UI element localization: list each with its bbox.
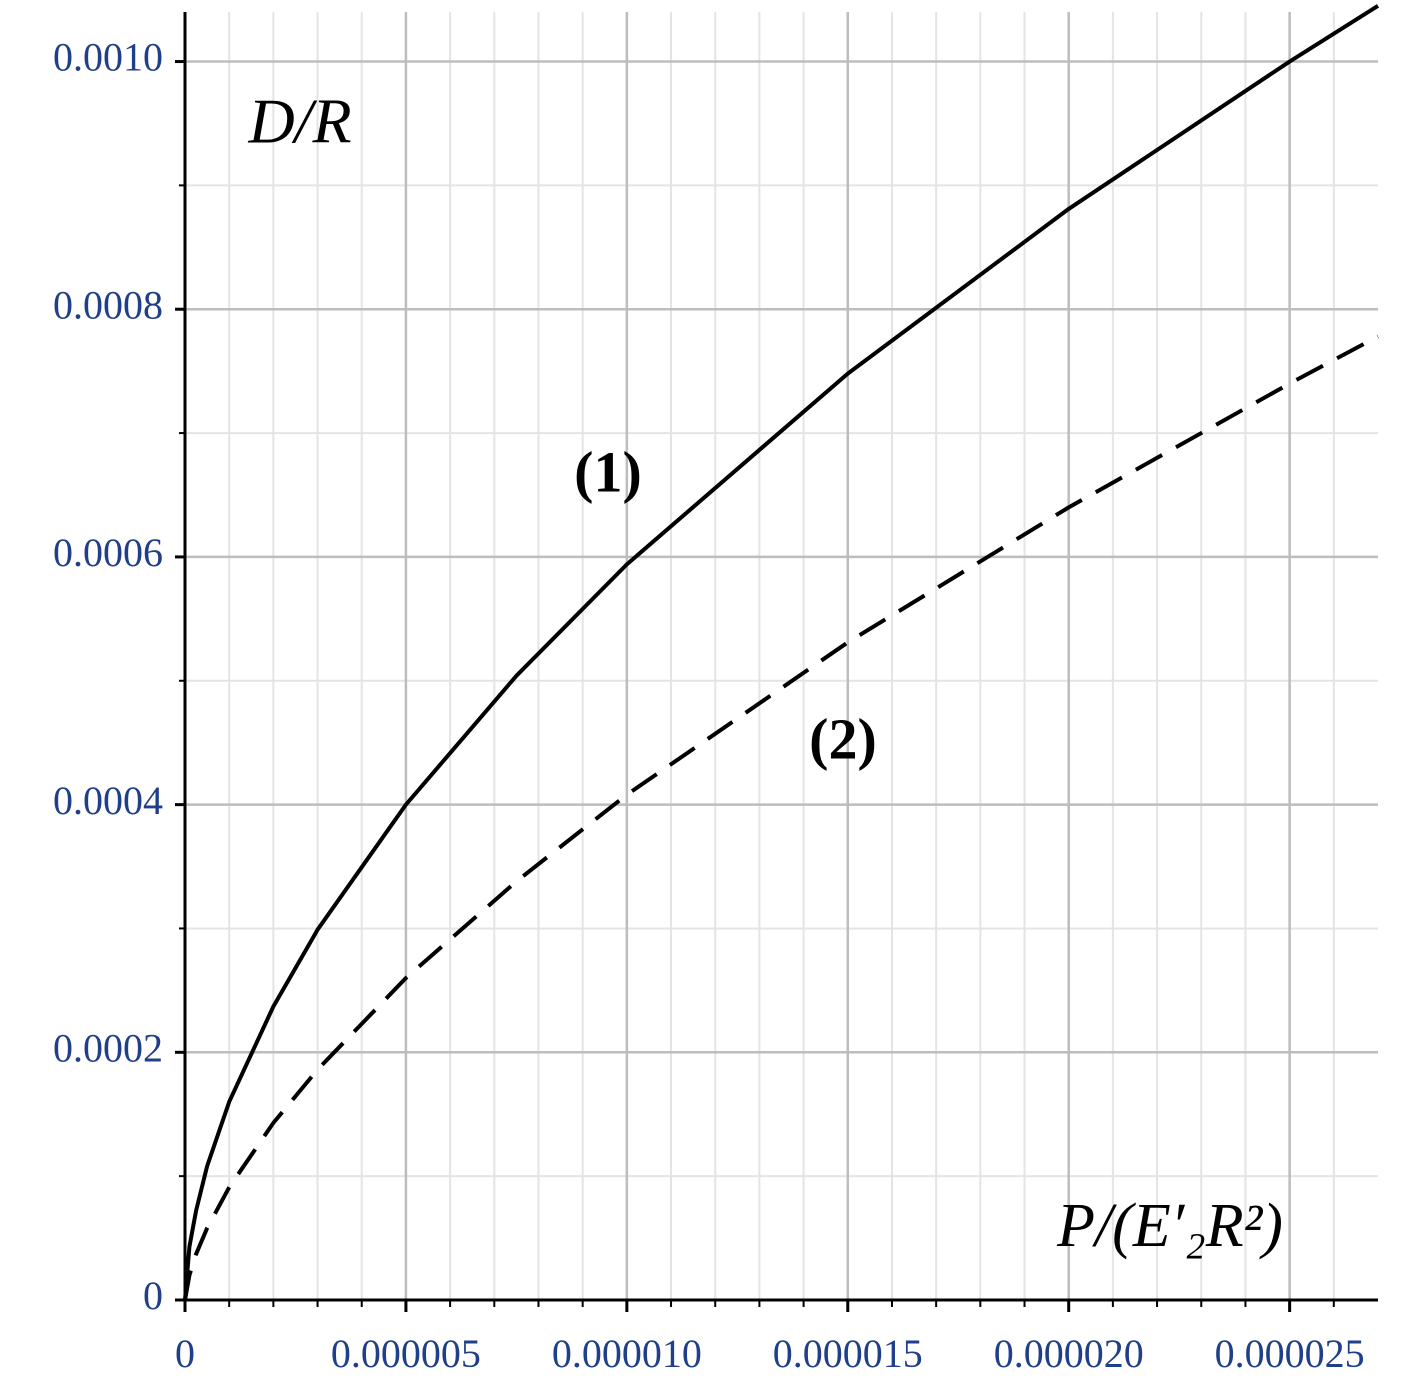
x-tick-label: 0.000020 [994,1331,1144,1376]
y-axis-label: D/R [247,86,351,157]
y-tick-label: 0.0008 [53,282,163,327]
x-tick-label: 0.000025 [1215,1331,1365,1376]
y-tick-label: 0.0010 [53,35,163,80]
x-tick-label: 0.000010 [552,1331,702,1376]
line-series [183,4,1380,1301]
x-tick-label: 0.000005 [331,1331,481,1376]
curve-label: (1) [574,439,642,504]
x-axis-label: P/(E′₂R²) [1056,1192,1283,1260]
x-tick-label: 0 [175,1331,195,1376]
line-series [183,334,1379,1301]
y-tick-label: 0.0006 [53,530,163,575]
y-tick-label: 0.0002 [53,1025,163,1070]
y-tick-label: 0 [143,1273,163,1318]
curve-label: (2) [809,706,877,771]
y-tick-label: 0.0004 [53,778,163,823]
x-tick-label: 0.000015 [773,1331,923,1376]
